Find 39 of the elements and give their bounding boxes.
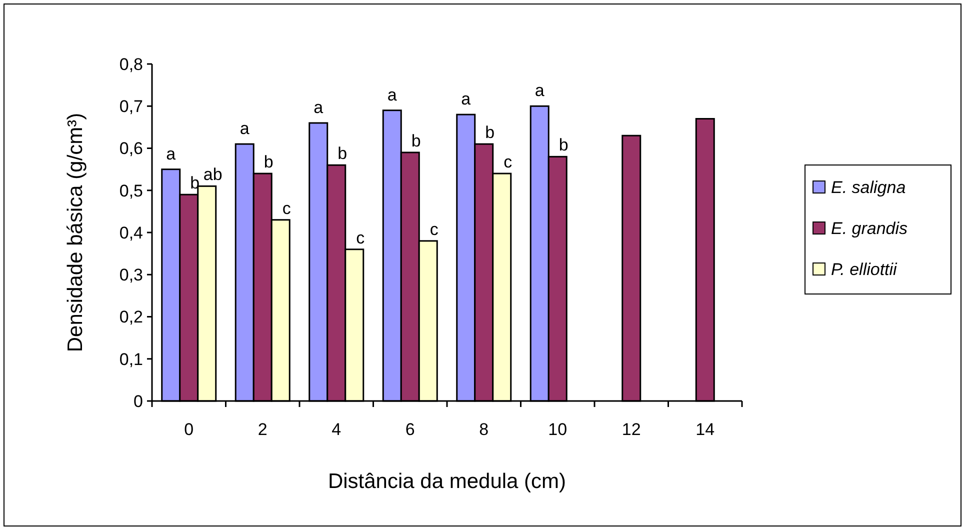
- data-label: b: [558, 136, 568, 155]
- data-label: a: [534, 81, 545, 100]
- data-label: b: [264, 152, 274, 172]
- data-label: c: [356, 228, 366, 248]
- y-tick-label: 0,7: [119, 97, 143, 116]
- y-tick-label: 0,8: [119, 54, 143, 74]
- y-tick-label: 0: [134, 392, 143, 411]
- legend-label: P. elliottii: [831, 260, 898, 279]
- data-label: a: [240, 119, 250, 138]
- data-label: c: [430, 220, 439, 239]
- data-label: b: [190, 174, 200, 193]
- legend-label: E. saligna: [831, 178, 906, 197]
- x-tick-label: 12: [622, 420, 641, 439]
- data-label: a: [461, 90, 472, 109]
- data-label: c: [504, 152, 513, 172]
- y-tick-label: 0,5: [119, 181, 143, 200]
- data-label: a: [314, 98, 324, 117]
- y-axis-title: Densidade básica (g/cm³): [64, 112, 87, 352]
- x-tick-label: 8: [479, 420, 489, 439]
- y-tick-label: 0,3: [119, 266, 143, 285]
- y-tick-label: 0,1: [119, 350, 143, 369]
- y-tick-label: 0,4: [119, 223, 143, 242]
- x-tick-label: 10: [548, 420, 568, 439]
- x-tick-label: 6: [405, 420, 415, 439]
- data-label: ab: [203, 165, 222, 184]
- data-label: c: [282, 198, 292, 218]
- x-tick-label: 0: [184, 420, 194, 439]
- x-tick-label: 2: [258, 420, 268, 439]
- data-label: b: [485, 123, 495, 142]
- data-label: a: [387, 85, 398, 104]
- x-tick-label: 4: [332, 420, 342, 439]
- data-label: b: [411, 131, 421, 150]
- x-axis-title: Distância da medula (cm): [328, 470, 566, 493]
- y-tick-label: 0,6: [119, 139, 143, 158]
- data-label: b: [338, 144, 348, 164]
- y-tick-label: 0,2: [119, 308, 143, 327]
- legend-label: E. grandis: [831, 219, 908, 238]
- x-tick-label: 14: [696, 420, 715, 439]
- data-label: a: [166, 144, 176, 164]
